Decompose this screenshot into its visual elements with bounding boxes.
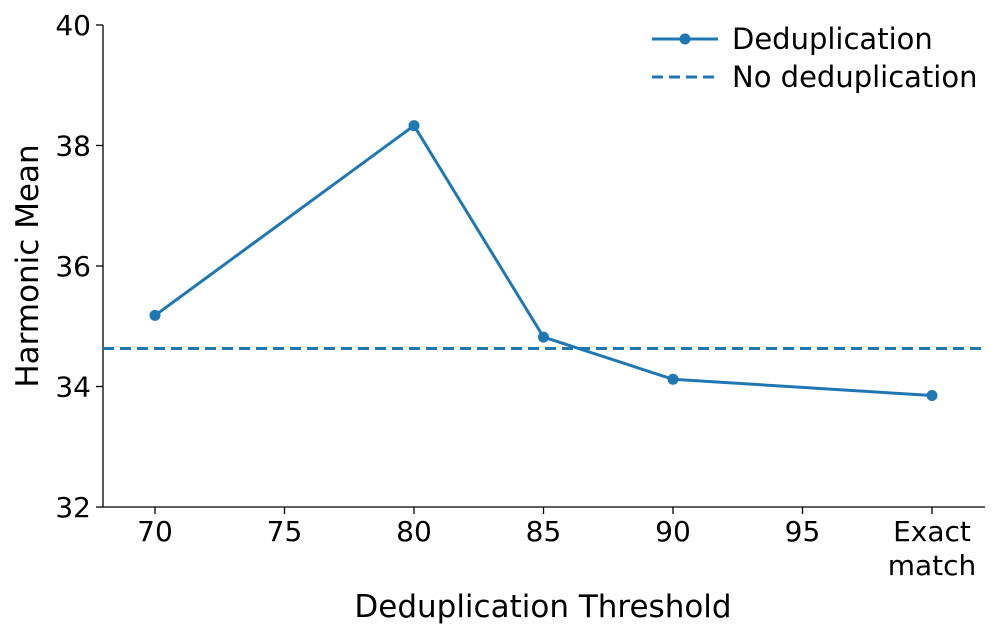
legend-swatch-marker	[679, 33, 691, 45]
x-tick-label-line: Exact	[893, 515, 971, 548]
x-tick-label-line: 95	[785, 515, 821, 548]
x-axis-title: Deduplication Threshold	[354, 589, 731, 625]
axes-layer: 32 34 36 38 40 70 75 80 85 90 95 Exact match	[55, 9, 985, 582]
x-tick-label-line: 75	[267, 515, 303, 548]
data-point	[538, 331, 549, 343]
x-tick-label-line: 85	[526, 515, 562, 548]
x-tick-label-line: match	[888, 549, 977, 582]
data-point	[667, 373, 679, 385]
deduplication-series-line	[153, 124, 934, 398]
data-point	[149, 309, 161, 321]
x-tick-label-line: 90	[655, 515, 691, 548]
x-tick-label: 75	[267, 515, 303, 548]
x-tick-label-line: 80	[396, 515, 432, 548]
legend: Deduplication No deduplication	[652, 22, 977, 94]
x-tick-label: 70	[137, 515, 173, 548]
x-tick-label: 90	[655, 515, 691, 548]
y-tick-label: 34	[55, 371, 91, 404]
x-tick-label: 85	[526, 515, 562, 548]
series-layer	[103, 120, 985, 402]
y-tick-label: 40	[55, 9, 91, 42]
data-point	[408, 120, 420, 132]
y-axis-title: Harmonic Mean	[10, 144, 46, 387]
x-tick-label-line: 70	[137, 515, 173, 548]
legend-label: No deduplication	[732, 60, 977, 94]
y-tick-label: 38	[55, 130, 91, 163]
x-tick-label: 95	[785, 515, 821, 548]
x-tick-label: 80	[396, 515, 432, 548]
legend-label: Deduplication	[732, 22, 933, 56]
y-tick-label: 36	[55, 250, 91, 283]
y-tick-label: 32	[55, 491, 91, 524]
x-tick-label: Exact match	[888, 515, 977, 582]
data-point	[926, 390, 938, 402]
